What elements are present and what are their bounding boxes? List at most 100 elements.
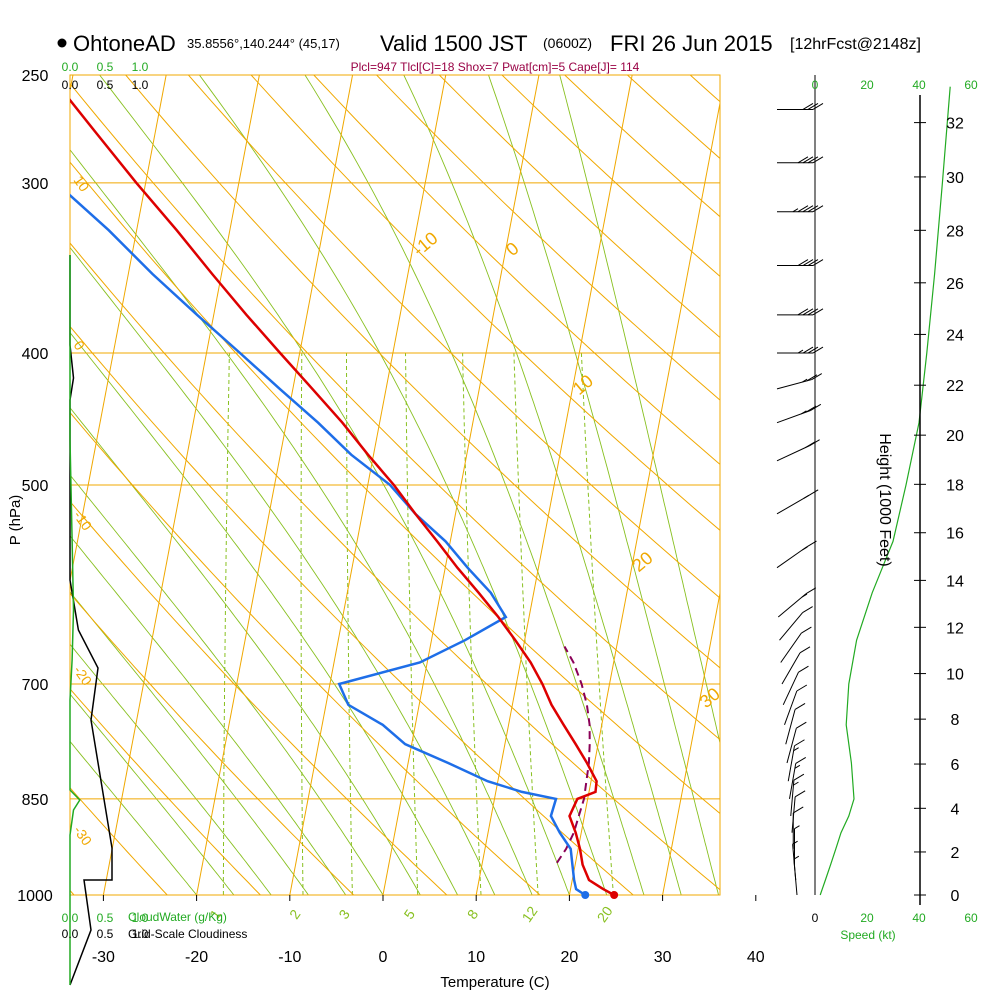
height-label-32: 32 bbox=[946, 116, 964, 133]
surface-dewpoint-marker bbox=[581, 891, 590, 899]
wind-barb-flag bbox=[799, 646, 811, 654]
wind-barb-flag bbox=[812, 156, 824, 164]
wind-barb-725 bbox=[782, 665, 809, 705]
wind-barb-staff bbox=[779, 612, 804, 641]
wind-barb-half-flag bbox=[792, 840, 798, 845]
x-tick-label-0: 0 bbox=[379, 949, 388, 966]
wind-barb-half-flag bbox=[793, 747, 799, 752]
dry-adiabat-340 bbox=[125, 75, 720, 669]
dry-adiabat-300 bbox=[70, 325, 634, 895]
height-label-18: 18 bbox=[946, 477, 964, 494]
moist-adiabat-36 bbox=[488, 75, 719, 895]
wind-barb-flag bbox=[807, 156, 819, 164]
cloud-panel: 0.0 0.0 0.5 0.5 1.0 1.0 0.0 0.0 0.5 0.5 1.0 1.0 bbox=[62, 60, 149, 986]
cloudiness-bottom-tick-0.5: 0.5 bbox=[97, 927, 114, 941]
wind-barb-half-flag bbox=[794, 764, 801, 769]
wind-barb-flag bbox=[805, 587, 817, 595]
dewpoint-line bbox=[70, 193, 586, 895]
speed-top-tick-0: 0 bbox=[812, 78, 819, 92]
wind-barb-half-flag bbox=[801, 378, 808, 383]
dry-adiabat-360 bbox=[250, 75, 720, 531]
dry-adiabat-370 bbox=[313, 75, 720, 466]
speed-label: Speed (kt) bbox=[840, 928, 895, 942]
wind-barb-staff bbox=[776, 445, 810, 462]
moist-adiabat-28 bbox=[304, 75, 645, 895]
wind-barb-flag bbox=[794, 703, 806, 710]
wind-barb-half-flag bbox=[793, 781, 799, 786]
x-axis-label: Temperature (C) bbox=[440, 974, 549, 991]
pressure-label-300: 300 bbox=[22, 176, 49, 193]
wind-barb-staff bbox=[776, 546, 807, 569]
height-label-28: 28 bbox=[946, 223, 964, 240]
cloudiness-top-tick-1.0: 1.0 bbox=[132, 78, 149, 92]
x-tick-label-10: 10 bbox=[467, 949, 485, 966]
wind-barb-flag bbox=[807, 346, 819, 354]
wind-barb-flag bbox=[798, 665, 809, 673]
height-label-4: 4 bbox=[951, 801, 960, 818]
station-coords: 35.8556°,140.244° (45,17) bbox=[187, 36, 340, 51]
moist-adiabat--12 bbox=[70, 643, 272, 895]
wind-barb-525 bbox=[776, 489, 819, 515]
parcel-layer bbox=[556, 646, 591, 864]
cloudwater-top-tick-1.0: 1.0 bbox=[132, 60, 149, 74]
wind-barb-450 bbox=[776, 403, 822, 424]
dry-adiabat-250 bbox=[70, 787, 168, 895]
wind-barb-flag bbox=[812, 308, 824, 316]
cloudiness-bottom-tick-0.0: 0.0 bbox=[62, 927, 79, 941]
cloudiness-label: Grid-Scale Cloudiness bbox=[128, 927, 247, 941]
pressure-label-500: 500 bbox=[22, 478, 49, 495]
wind-barb-flag bbox=[797, 259, 809, 266]
wind-barb-flag bbox=[802, 156, 814, 164]
wind-barb-flag bbox=[796, 721, 807, 729]
speed-top-tick-60: 60 bbox=[964, 78, 978, 92]
x-tick-label-20: 20 bbox=[561, 949, 579, 966]
height-axis-label: Height (1000 Feet) bbox=[876, 433, 893, 566]
wind-barb-flag bbox=[802, 103, 814, 110]
wind-barb-flag bbox=[793, 773, 805, 781]
wind-barb-staff bbox=[777, 593, 807, 618]
moist-adiabat-0 bbox=[70, 474, 384, 895]
wind-barb-flag bbox=[812, 259, 824, 266]
wind-barb-425 bbox=[776, 373, 823, 390]
cloudiness-top-tick-0.5: 0.5 bbox=[97, 78, 114, 92]
moist-adiabat-12 bbox=[70, 246, 496, 895]
height-label-24: 24 bbox=[946, 327, 964, 344]
height-label-16: 16 bbox=[946, 526, 964, 543]
valid-time: Valid 1500 JST bbox=[380, 31, 528, 56]
wind-barb-400 bbox=[777, 346, 824, 354]
wind-barb-700 bbox=[781, 646, 811, 685]
wind-barb-half-flag bbox=[801, 593, 808, 598]
wind-barb-flag bbox=[802, 259, 814, 266]
wind-barb-staff bbox=[780, 632, 802, 663]
x-tick-label-30: 30 bbox=[654, 949, 672, 966]
wind-barb-265 bbox=[777, 103, 824, 110]
profile-layer bbox=[70, 98, 615, 895]
wind-barb-half-flag bbox=[792, 208, 799, 213]
height-label-6: 6 bbox=[951, 757, 960, 774]
height-label-0: 0 bbox=[951, 888, 960, 905]
wind-barbs bbox=[776, 103, 824, 896]
wind-barb-650 bbox=[779, 606, 813, 641]
dry-adiabat-380 bbox=[376, 75, 720, 401]
cloudwater-top-tick-0.5: 0.5 bbox=[97, 60, 114, 74]
parcel-path-line bbox=[556, 646, 591, 864]
dry-adiabat-390 bbox=[438, 75, 720, 339]
wind-barb-flag bbox=[805, 405, 817, 413]
wind-barb-480 bbox=[776, 439, 820, 462]
wind-barb-flag bbox=[812, 346, 824, 354]
wind-barb-675 bbox=[780, 626, 812, 663]
surface-temperature-marker bbox=[610, 891, 619, 899]
pressure-label-250: 250 bbox=[22, 68, 49, 85]
moist-adiabat--16 bbox=[70, 693, 235, 895]
wind-barb-staff bbox=[789, 763, 797, 799]
cloudwater-top-tick-0.0: 0.0 bbox=[62, 60, 79, 74]
height-label-2: 2 bbox=[951, 845, 960, 862]
wind-barb-375 bbox=[777, 308, 824, 316]
dry-adiabat-310 bbox=[70, 242, 720, 891]
valid-date: FRI 26 Jun 2015 bbox=[610, 31, 773, 56]
wind-barb-staff bbox=[776, 495, 809, 515]
wind-barb-flag bbox=[795, 756, 807, 764]
wind-barb-staff bbox=[776, 379, 812, 390]
wind-barb-flag bbox=[807, 103, 819, 110]
